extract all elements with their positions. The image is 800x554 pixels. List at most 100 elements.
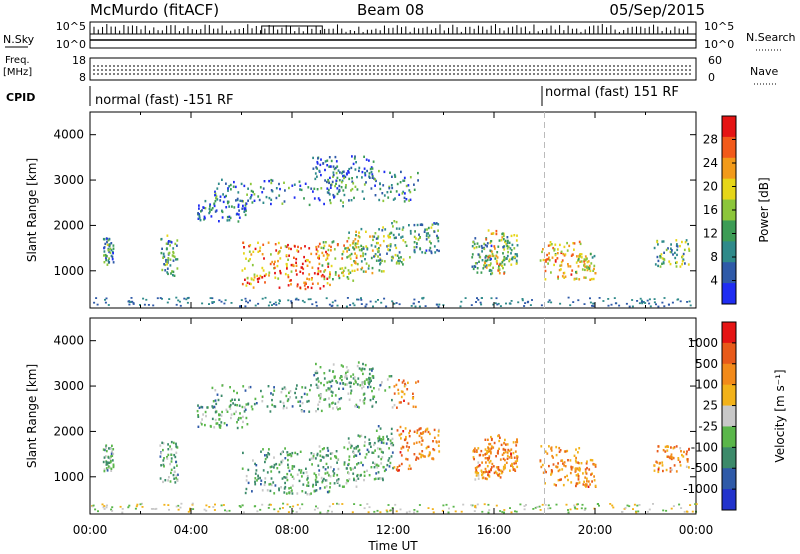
power-ground-cell [249,299,251,302]
power-cell [548,252,550,255]
velocity-cell [387,438,389,441]
velocity-cell [400,454,403,457]
velocity-cell [564,450,567,453]
velocity-cell [432,457,435,461]
power-frame [89,111,697,309]
power-cell [250,196,252,199]
power-cell [409,190,412,194]
velocity-cell [220,394,223,397]
power-ground-cell [331,301,334,304]
power-ground-cell [417,301,420,303]
velocity-cell [327,387,330,390]
velocity-cell [304,386,307,389]
power-ground-cell [273,303,275,305]
power-cell [365,230,367,233]
velocity-ground-cell [141,506,144,508]
power-cell [254,247,257,251]
power-cell [670,251,673,254]
velocity-cell [357,462,360,465]
power-cell [227,189,229,192]
velocity-cell [340,397,343,400]
velocity-cell [679,464,682,467]
velocity-cell [377,471,380,474]
power-cell [169,240,172,243]
velocity-cell [197,414,199,417]
velocity-cell [169,445,171,448]
power-cell [586,260,589,264]
power-ground-cell [641,302,644,305]
velocity-cell [586,466,588,470]
power-cell [248,282,251,285]
power-ground-cell [107,304,110,306]
power-cell [580,260,583,263]
power-cell [378,198,381,202]
power-cell [573,278,576,281]
velocity-cell [262,469,265,472]
velocity-cell [286,399,289,403]
velocity-cell [293,465,296,468]
velocity-ground-cell [628,505,631,508]
power-cell [342,201,344,204]
power-cell [330,159,333,163]
velocity-ground-cell [385,509,388,512]
power-colorbar-segment [722,136,736,159]
power-cell [657,243,659,246]
velocity-cell [653,464,656,467]
power-cell [404,192,406,195]
velocity-ground-cell [177,508,180,511]
power-cell [170,241,173,244]
power-cell [428,240,431,243]
velocity-cell [424,430,427,433]
velocity-cell [390,427,393,431]
power-cell [280,246,282,249]
velocity-cell [376,447,379,450]
velocity-cell [560,478,562,481]
power-cell [245,284,248,287]
velocity-ground-cell [525,504,527,506]
power-ground-cell [261,297,264,300]
velocity-cell [500,443,503,447]
power-cell [376,248,379,251]
power-cell [241,207,244,210]
velocity-cell [255,402,258,405]
velocity-cell [350,468,352,471]
power-cell [498,263,501,266]
velocity-cell [555,445,558,449]
power-cell [290,263,293,267]
power-ground-cell [395,302,398,304]
power-cell [345,247,348,250]
x-tick-label: 04:00 [174,523,209,537]
velocity-ground-cell [296,503,299,506]
velocity-cell [585,484,588,487]
power-ground-cell [297,298,300,301]
power-cell [364,258,366,261]
power-cell [350,199,353,202]
power-cell [285,254,288,257]
power-cell [337,190,340,193]
velocity-cell [345,371,347,375]
power-cell [350,189,352,192]
velocity-cell [362,381,364,384]
power-ground-cell [398,303,401,306]
velocity-cell [482,476,485,479]
velocity-cell [260,389,262,393]
velocity-ground-cell [462,503,465,506]
power-cell [103,238,106,241]
velocity-cell [317,380,320,383]
velocity-cell [296,492,299,495]
power-cell [583,258,586,261]
velocity-cell [361,367,364,370]
velocity-cell [325,485,328,488]
velocity-cell [504,450,507,454]
velocity-cell [313,453,315,456]
velocity-ground-cell [315,505,317,508]
x-tick-label: 08:00 [275,523,310,537]
power-ground-cell [104,298,106,301]
power-cell [351,177,353,180]
velocity-cell [386,378,389,381]
power-cell [433,245,436,248]
velocity-cell [586,480,588,483]
power-cell [365,181,367,184]
velocity-cell [474,447,476,450]
velocity-cell [283,491,286,494]
